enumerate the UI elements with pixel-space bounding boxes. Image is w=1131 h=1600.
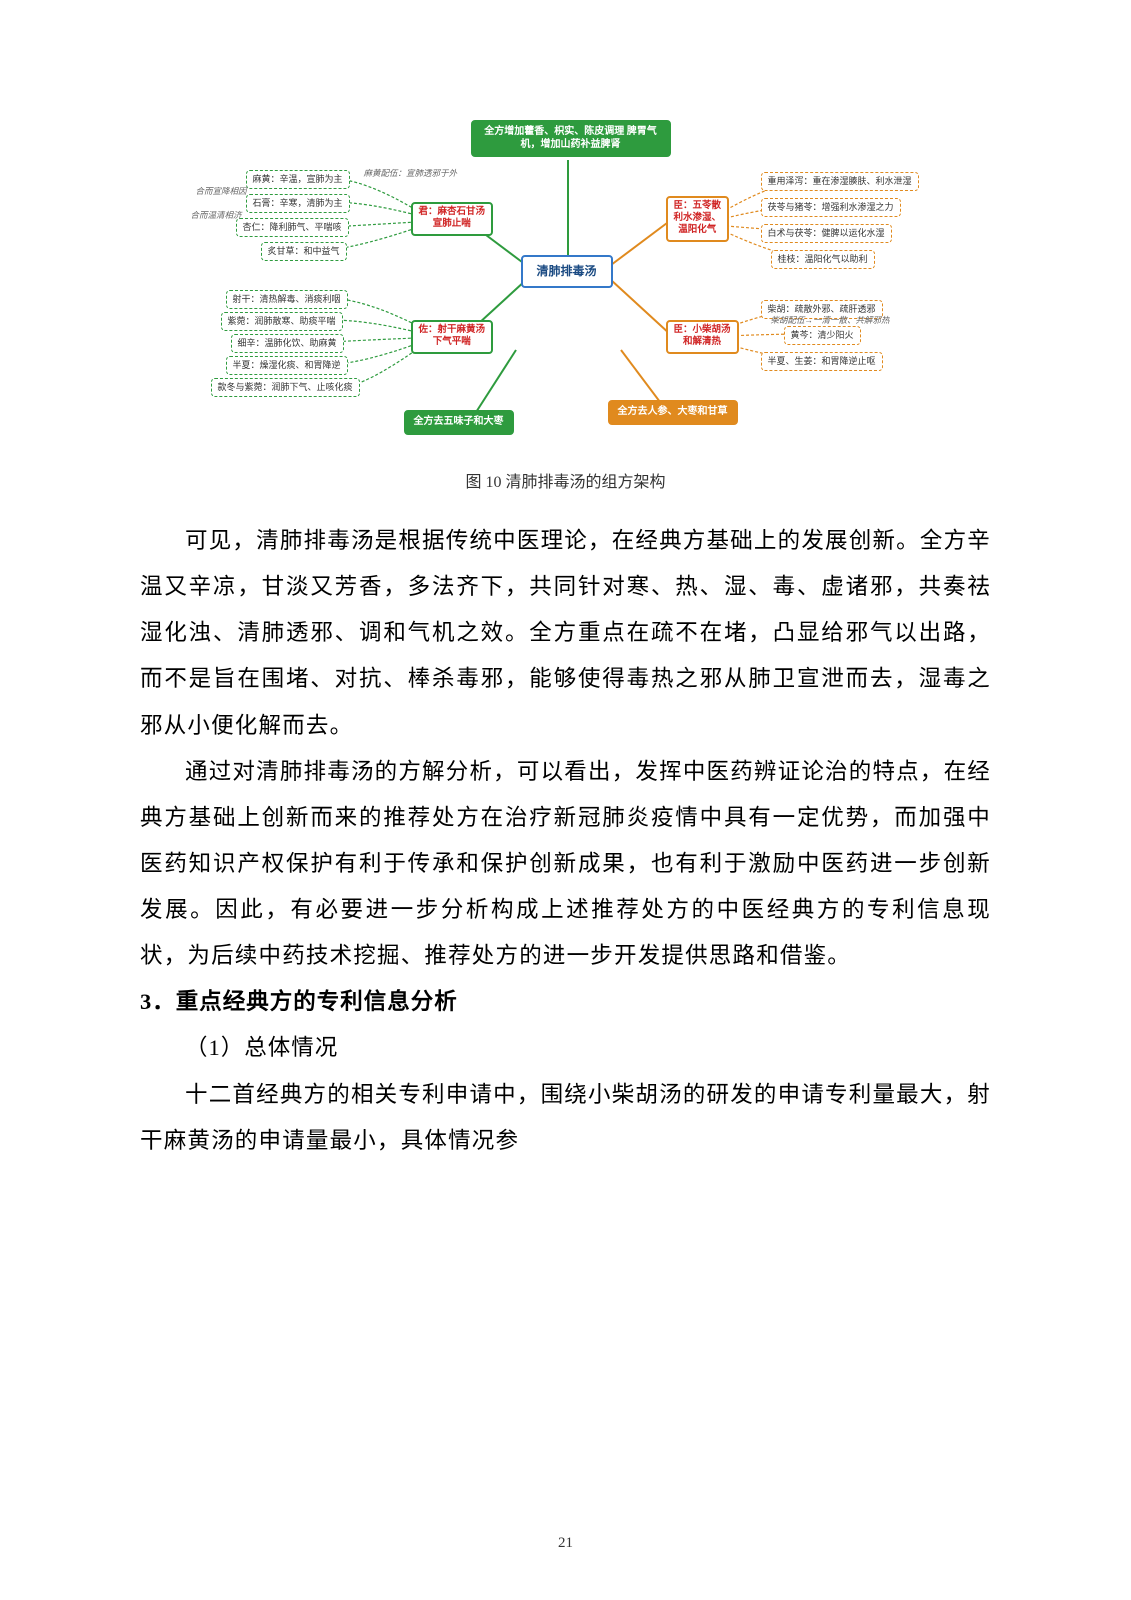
hub-bl-pre: 佐：射干麻黄汤 xyxy=(419,325,486,337)
leaf: 紫菀：润肺散寒、助痰平喘 xyxy=(221,312,343,331)
leaf: 麻黄：辛温，宣肺为主 xyxy=(246,170,350,189)
paragraph-3: 十二首经典方的相关专利申请中，围绕小柴胡汤的研发的申请专利量最大，射干麻黄汤的申… xyxy=(140,1072,991,1164)
leaf: 重用泽泻：重在渗湿腠肤、利水泄湿 xyxy=(761,172,919,191)
leaf: 细辛：温肺化饮、助麻黄 xyxy=(231,334,344,353)
subsection-1: （1）总体情况 xyxy=(140,1025,991,1071)
body-text-2: 十二首经典方的相关专利申请中，围绕小柴胡汤的研发的申请专利量最大，射干麻黄汤的申… xyxy=(140,1072,991,1164)
hub-bl: 佐：射干麻黄汤 下气平喘 xyxy=(411,320,494,354)
hub-tr: 臣：五苓散 利水渗湿、 温阳化气 xyxy=(666,196,730,242)
leaf: 桂枝：温阳化气以助利 xyxy=(771,250,875,269)
page-number: 21 xyxy=(0,1535,1131,1552)
hub-br-pre: 臣：小柴胡汤 xyxy=(674,325,731,337)
hub-br-red: 和解清热 xyxy=(674,337,731,349)
paragraph-1: 可见，清肺排毒汤是根据传统中医理论，在经典方基础上的发展创新。全方辛温又辛凉，甘… xyxy=(140,518,991,749)
leaf: 白术与茯苓：健脾以运化水湿 xyxy=(761,224,892,243)
body-text: 可见，清肺排毒汤是根据传统中医理论，在经典方基础上的发展创新。全方辛温又辛凉，甘… xyxy=(140,518,991,979)
anno: 合而温清相济 xyxy=(191,210,242,221)
hub-tl-pre: 君：麻杏石甘汤 xyxy=(419,207,486,219)
hub-tl: 君：麻杏石甘汤 宣肺止喘 xyxy=(411,202,494,236)
hub-tl-red: 宣肺止喘 xyxy=(419,219,486,231)
leaf: 款冬与紫菀：润肺下气、止咳化痰 xyxy=(211,378,360,397)
anno: 柴胡配伍→一清一散、共解邪热 xyxy=(771,315,890,326)
anno: 合而宣降相因 xyxy=(196,186,247,197)
hub-tr-pre: 臣：五苓散 xyxy=(674,201,722,213)
top-banner: 全方增加藿香、枳实、陈皮调理 脾胃气机，增加山药补益脾肾 xyxy=(471,120,671,157)
center-node: 清肺排毒汤 xyxy=(521,255,613,288)
section-3-heading: 3．重点经典方的专利信息分析 xyxy=(140,979,991,1025)
hub-br: 臣：小柴胡汤 和解清热 xyxy=(666,320,739,354)
br-banner: 全方去人参、大枣和甘草 xyxy=(608,400,738,425)
leaf: 半夏、生姜：和胃降逆止呕 xyxy=(761,352,883,371)
leaf: 黄芩：清少阳火 xyxy=(784,326,861,345)
leaf: 杏仁：降利肺气、平喘咳 xyxy=(236,218,349,237)
anno: 麻黄配伍：宣肺透邪于外 xyxy=(364,168,458,179)
leaf: 半夏：燥湿化痰、和胃降逆 xyxy=(226,356,348,375)
figure-10-diagram: 清肺排毒汤 全方增加藿香、枳实、陈皮调理 脾胃气机，增加山药补益脾肾 全方去五味… xyxy=(216,110,916,460)
paragraph-2: 通过对清肺排毒汤的方解分析，可以看出，发挥中医药辨证论治的特点，在经典方基础上创… xyxy=(140,749,991,980)
leaf: 炙甘草：和中益气 xyxy=(261,242,347,261)
mindmap: 清肺排毒汤 全方增加藿香、枳实、陈皮调理 脾胃气机，增加山药补益脾肾 全方去五味… xyxy=(216,110,916,460)
leaf: 射干：清热解毒、消痰利咽 xyxy=(226,290,348,309)
hub-bl-red: 下气平喘 xyxy=(419,337,486,349)
bl-banner: 全方去五味子和大枣 xyxy=(404,410,514,435)
hub-tr-red: 利水渗湿、 温阳化气 xyxy=(674,213,722,237)
leaf: 茯苓与猪苓：增强利水渗湿之力 xyxy=(761,198,901,217)
figure-caption: 图 10 清肺排毒汤的组方架构 xyxy=(140,468,991,492)
leaf: 石膏：辛寒，清肺为主 xyxy=(246,194,350,213)
